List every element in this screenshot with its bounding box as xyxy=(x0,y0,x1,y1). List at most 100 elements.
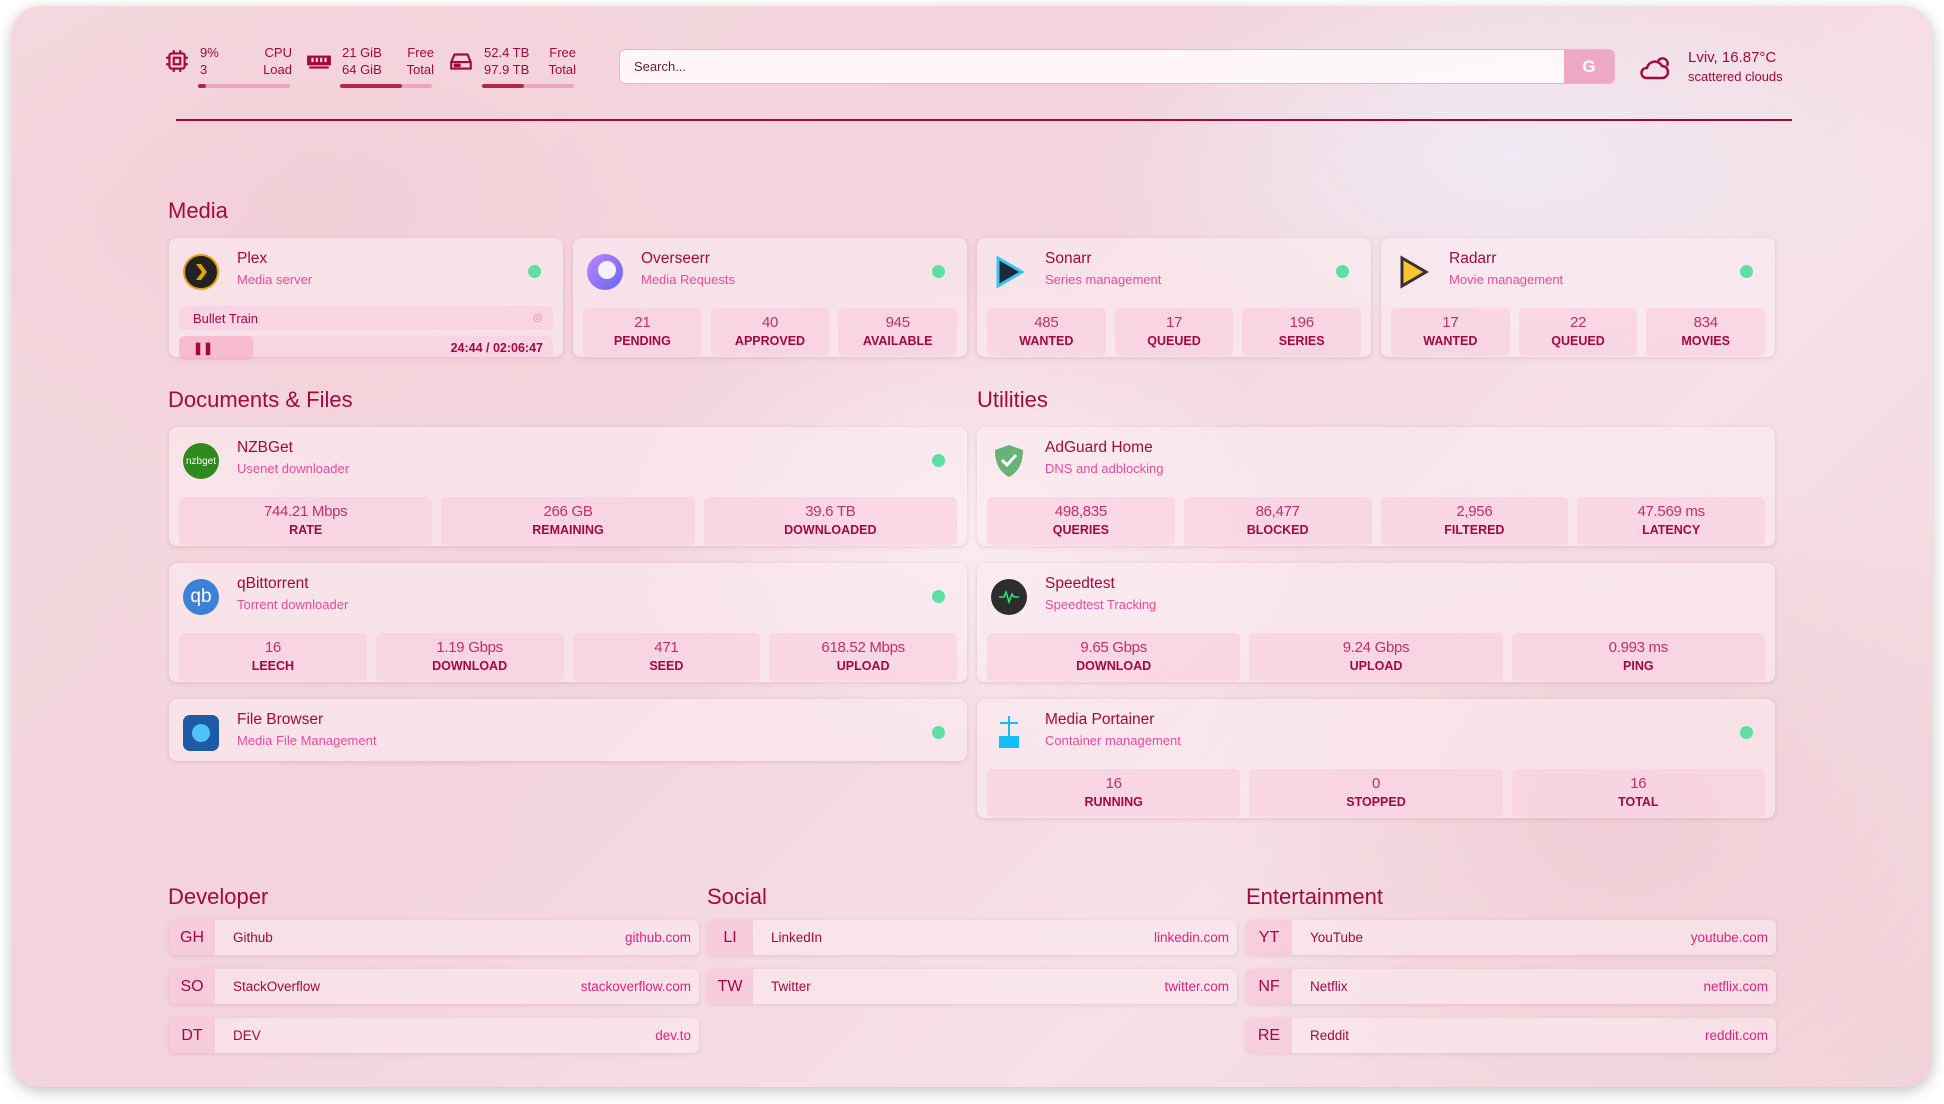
bookmark-abbr: DT xyxy=(169,1018,215,1053)
stat-value: 2,956 xyxy=(1456,503,1493,520)
service-card-adguard-home[interactable]: AdGuard Home DNS and adblocking 498,835 QU… xyxy=(977,427,1775,546)
bookmark-twitter[interactable]: TW Twitter twitter.com xyxy=(707,969,1237,1004)
service-card-speedtest[interactable]: Speedtest Speedtest Tracking 9.65 Gbps DOW… xyxy=(977,563,1775,682)
stat-block: 471 SEED xyxy=(572,633,761,681)
qbittorrent-icon: qb xyxy=(183,575,219,615)
bookmark-url[interactable]: youtube.com xyxy=(1690,930,1768,945)
bookmark-url[interactable]: netflix.com xyxy=(1703,979,1768,994)
now-playing-title: Bullet Train xyxy=(193,310,259,326)
bookmark-reddit[interactable]: RE Reddit reddit.com xyxy=(1246,1018,1776,1053)
service-description: Series management xyxy=(1045,272,1162,287)
stat-value: 16 xyxy=(1630,775,1647,792)
service-card-radarr[interactable]: Radarr Movie management 17 WANTED 22 QUEUED 8… xyxy=(1381,238,1775,357)
now-playing: Bullet Train ⊚ xyxy=(179,306,553,330)
stat-value: 485 xyxy=(1034,314,1059,331)
service-card-sonarr[interactable]: Sonarr Series management 485 WANTED 17 QUEUE… xyxy=(977,238,1371,357)
header-divider xyxy=(176,119,1792,121)
status-online-dot xyxy=(528,265,541,278)
service-card-overseerr[interactable]: Overseerr Media Requests 21 PENDING 40 APPRO… xyxy=(573,238,967,357)
service-card-file-browser[interactable]: File Browser Media File Management xyxy=(169,699,967,761)
bookmark-url[interactable]: dev.to xyxy=(655,1028,691,1043)
service-name: NZBGet xyxy=(237,439,293,456)
stat-block: 86,477 BLOCKED xyxy=(1183,497,1372,545)
bookmark-youtube[interactable]: YT YouTube youtube.com xyxy=(1246,920,1776,955)
service-description: Movie management xyxy=(1449,272,1564,287)
stat-label: STOPPED xyxy=(1346,795,1406,809)
stat-block: 39.6 TB DOWNLOADED xyxy=(703,497,957,545)
service-name: qBittorrent xyxy=(237,575,309,592)
stat-block: 47.569 ms LATENCY xyxy=(1577,497,1765,545)
weather-description: scattered clouds xyxy=(1688,69,1783,84)
dashboard: 9% 3 CPU Load 21 GiB 64 GiB Free Total 52.4 … xyxy=(12,6,1932,1087)
ram-bar xyxy=(340,84,432,88)
stat-value: 0.993 ms xyxy=(1608,639,1669,656)
cpu-value: 9% xyxy=(200,45,219,60)
bookmark-abbr: SO xyxy=(169,969,215,1004)
bookmark-name: StackOverflow xyxy=(233,979,321,994)
stat-label: LATENCY xyxy=(1642,523,1701,537)
service-card-nzbget[interactable]: nzbget NZBGet Usenet downloader 744.21 Mb… xyxy=(169,427,967,546)
stat-label: MOVIES xyxy=(1681,334,1730,348)
cpu-label: CPU xyxy=(264,45,292,60)
stat-block: 266 GB REMAINING xyxy=(441,497,695,545)
stat-label: PING xyxy=(1623,659,1654,673)
stat-block: 498,835 QUERIES xyxy=(987,497,1175,545)
stat-value: 9.24 Gbps xyxy=(1342,639,1410,656)
bookmark-name: YouTube xyxy=(1310,930,1364,945)
bookmark-netflix[interactable]: NF Netflix netflix.com xyxy=(1246,969,1776,1004)
service-card-qbittorrent[interactable]: qb qBittorrent Torrent downloader 16 LEECH… xyxy=(169,563,967,682)
bookmark-url[interactable]: twitter.com xyxy=(1164,979,1229,994)
service-name: Plex xyxy=(237,250,268,267)
stat-label: UPLOAD xyxy=(1349,659,1403,673)
stat-value: 16 xyxy=(264,639,281,656)
stat-label: TOTAL xyxy=(1618,795,1659,809)
status-online-dot xyxy=(932,590,945,603)
stat-label: DOWNLOAD xyxy=(1076,659,1152,673)
stat-label: REMAINING xyxy=(532,523,604,537)
bookmark-name: Reddit xyxy=(1310,1028,1350,1043)
status-online-dot xyxy=(1740,726,1753,739)
bookmark-name: Netflix xyxy=(1310,979,1348,994)
bookmark-github[interactable]: GH Github github.com xyxy=(169,920,699,955)
stat-label: QUERIES xyxy=(1052,523,1109,537)
service-description: Speedtest Tracking xyxy=(1045,597,1157,612)
bookmark-url[interactable]: stackoverflow.com xyxy=(580,979,691,994)
pause-icon[interactable]: ❚❚ xyxy=(179,336,253,360)
stat-value: 9.65 Gbps xyxy=(1080,639,1147,656)
stat-value: 0 xyxy=(1371,775,1381,792)
bookmark-linkedin[interactable]: LI LinkedIn linkedin.com xyxy=(707,920,1237,955)
adguard-shield-icon xyxy=(991,439,1027,479)
stat-block: 196 SERIES xyxy=(1242,308,1362,356)
stat-label: UPLOAD xyxy=(836,659,890,673)
bookmark-abbr: GH xyxy=(169,920,215,955)
social-links: LI LinkedIn linkedin.com TW Twitter twitter.c… xyxy=(707,920,1237,1018)
stat-label: BLOCKED xyxy=(1246,523,1309,537)
status-online-dot xyxy=(932,726,945,739)
bookmark-abbr: TW xyxy=(707,969,753,1004)
cpu-widget: 9% 3 CPU Load xyxy=(164,44,292,88)
bookmark-url[interactable]: linkedin.com xyxy=(1153,930,1229,945)
stat-label: SEED xyxy=(649,659,684,673)
radarr-icon xyxy=(1395,250,1431,290)
bookmark-name: DEV xyxy=(233,1028,261,1043)
bookmark-stackoverflow[interactable]: SO StackOverflow stackoverflow.com xyxy=(169,969,699,1004)
service-name: File Browser xyxy=(237,711,324,728)
bookmark-url[interactable]: reddit.com xyxy=(1704,1028,1768,1043)
service-card-media-portainer[interactable]: Media Portainer Container management 16 RU… xyxy=(977,699,1775,818)
developer-links: GH Github github.com SO StackOverflow stackov… xyxy=(169,920,699,1067)
stat-value: 266 GB xyxy=(543,503,593,520)
service-description: Container management xyxy=(1045,733,1181,748)
stat-label: FILTERED xyxy=(1444,523,1505,537)
bookmark-url[interactable]: github.com xyxy=(624,930,691,945)
stat-value: 834 xyxy=(1693,314,1718,331)
status-online-dot xyxy=(1336,265,1349,278)
stat-block: 485 WANTED xyxy=(987,308,1106,356)
search-input[interactable] xyxy=(620,50,1564,83)
stat-value: 1.19 Gbps xyxy=(436,639,503,656)
service-card-plex[interactable]: Plex Media server Bullet Train ⊚ ❚❚ 24:44 /… xyxy=(169,238,563,360)
cpu-bar xyxy=(198,84,290,88)
search-provider-button[interactable]: G xyxy=(1564,50,1614,83)
bookmark-dev[interactable]: DT DEV dev.to xyxy=(169,1018,699,1053)
disk-free: 52.4 TB xyxy=(484,45,530,60)
status-online-dot xyxy=(932,265,945,278)
